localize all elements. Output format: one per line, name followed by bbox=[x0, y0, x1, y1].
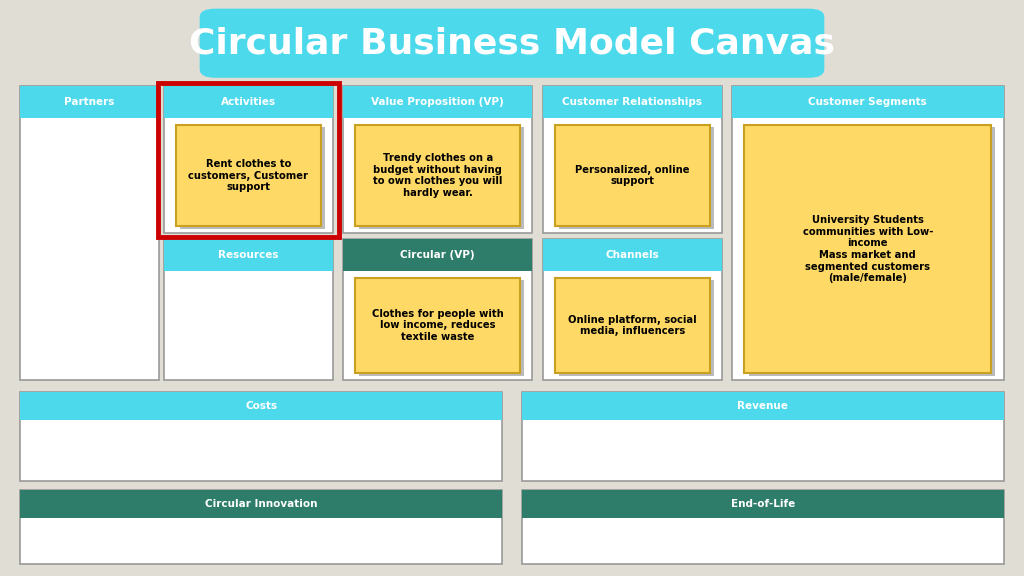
Bar bbox=[555, 278, 710, 373]
Bar bbox=[20, 392, 502, 420]
Bar bbox=[543, 239, 722, 271]
Bar bbox=[164, 86, 333, 233]
Bar bbox=[543, 86, 722, 118]
Bar bbox=[522, 490, 1004, 564]
Bar bbox=[732, 86, 1004, 118]
Bar bbox=[359, 280, 524, 376]
Bar bbox=[164, 86, 333, 118]
Bar bbox=[355, 125, 520, 226]
Bar bbox=[555, 125, 710, 226]
Bar bbox=[359, 127, 524, 229]
Bar bbox=[559, 280, 714, 376]
Bar bbox=[343, 239, 532, 271]
Bar bbox=[20, 86, 159, 118]
Bar bbox=[176, 125, 321, 226]
Bar bbox=[522, 392, 1004, 420]
Bar bbox=[20, 392, 502, 481]
FancyBboxPatch shape bbox=[200, 9, 824, 78]
Text: Partners: Partners bbox=[65, 97, 115, 107]
Text: Costs: Costs bbox=[245, 401, 278, 411]
Bar bbox=[343, 86, 532, 118]
Bar bbox=[744, 125, 991, 373]
Text: Customer Relationships: Customer Relationships bbox=[562, 97, 702, 107]
Text: Circular Business Model Canvas: Circular Business Model Canvas bbox=[189, 26, 835, 60]
Bar bbox=[343, 239, 532, 380]
Text: Value Proposition (VP): Value Proposition (VP) bbox=[372, 97, 504, 107]
Text: Revenue: Revenue bbox=[737, 401, 788, 411]
Text: Circular (VP): Circular (VP) bbox=[400, 250, 475, 260]
Text: Online platform, social
media, influencers: Online platform, social media, influence… bbox=[568, 314, 696, 336]
Text: Clothes for people with
low income, reduces
textile waste: Clothes for people with low income, redu… bbox=[372, 309, 504, 342]
Text: Customer Segments: Customer Segments bbox=[809, 97, 927, 107]
Bar bbox=[732, 86, 1004, 380]
Text: Rent clothes to
customers, Customer
support: Rent clothes to customers, Customer supp… bbox=[188, 159, 308, 192]
Bar bbox=[20, 86, 159, 380]
Bar bbox=[749, 127, 995, 376]
Text: University Students
communities with Low-
income
Mass market and
segmented custo: University Students communities with Low… bbox=[803, 215, 933, 283]
Bar bbox=[522, 490, 1004, 518]
Text: Activities: Activities bbox=[221, 97, 275, 107]
Bar bbox=[343, 86, 532, 233]
Text: Trendy clothes on a
budget without having
to own clothes you will
hardly wear.: Trendy clothes on a budget without havin… bbox=[373, 153, 503, 198]
Text: Circular Innovation: Circular Innovation bbox=[205, 499, 317, 509]
Text: Resources: Resources bbox=[218, 250, 279, 260]
Bar bbox=[164, 239, 333, 271]
Bar bbox=[158, 83, 339, 237]
Bar bbox=[543, 239, 722, 380]
Bar bbox=[20, 490, 502, 518]
Bar bbox=[164, 239, 333, 380]
Bar bbox=[20, 490, 502, 564]
Bar bbox=[522, 392, 1004, 481]
Bar bbox=[559, 127, 714, 229]
Bar bbox=[180, 127, 325, 229]
Text: End-of-Life: End-of-Life bbox=[731, 499, 795, 509]
Bar bbox=[355, 278, 520, 373]
Text: Channels: Channels bbox=[605, 250, 659, 260]
Bar bbox=[543, 86, 722, 233]
Text: Personalized, online
support: Personalized, online support bbox=[575, 165, 689, 187]
